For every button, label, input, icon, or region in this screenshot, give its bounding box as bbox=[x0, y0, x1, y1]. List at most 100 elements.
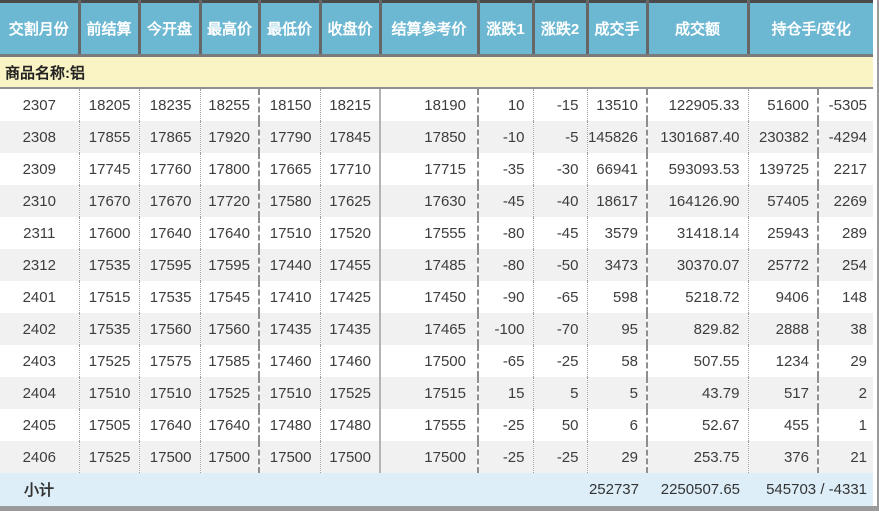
table-row: 2310 17670 17670 17720 17580 17625 17630 -45 -40… bbox=[0, 185, 874, 217]
subtotal-open-interest-change: 545703 / -4331 bbox=[748, 473, 874, 506]
table-body: 商品名称:铝 2307 18205 18235 18255 18150 18215 1819… bbox=[0, 55, 874, 473]
col-header-settle-ref: 结算参考价 bbox=[380, 1, 480, 57]
cell-low: 17665 bbox=[259, 153, 321, 185]
table-row: 2309 17745 17760 17800 17665 17710 17715 -35 -30… bbox=[0, 153, 874, 185]
cell-change2: -45 bbox=[533, 217, 588, 249]
cell-prev-settle: 18205 bbox=[79, 88, 140, 121]
cell-open: 17500 bbox=[139, 441, 201, 473]
cell-open: 17535 bbox=[139, 281, 201, 313]
cell-settle-ref: 17515 bbox=[380, 377, 479, 409]
cell-open: 17670 bbox=[139, 185, 201, 217]
cell-change2: -50 bbox=[533, 249, 588, 281]
cell-change2: -5 bbox=[533, 121, 588, 153]
futures-quotes-table: 交割月份 前结算 今开盘 最高价 最低价 收盘价 结算参考价 涨跌1 涨跌2 成… bbox=[0, 0, 874, 506]
cell-settle-ref: 18190 bbox=[380, 88, 479, 121]
cell-settle-ref: 17500 bbox=[380, 345, 479, 377]
cell-close: 17520 bbox=[320, 217, 381, 249]
cell-change2: -15 bbox=[533, 88, 588, 121]
cell-change1: -100 bbox=[478, 313, 534, 345]
cell-open: 17640 bbox=[139, 217, 201, 249]
cell-volume: 598 bbox=[587, 281, 648, 313]
cell-oi-change: 1 bbox=[818, 409, 874, 441]
cell-close: 17460 bbox=[320, 345, 381, 377]
cell-change1: -90 bbox=[478, 281, 534, 313]
cell-close: 17710 bbox=[320, 153, 381, 185]
table-row: 2402 17535 17560 17560 17435 17435 17465 -100 -7… bbox=[0, 313, 874, 345]
cell-prev-settle: 17525 bbox=[79, 441, 140, 473]
table-row: 2401 17515 17535 17545 17410 17425 17450 -90 -65… bbox=[0, 281, 874, 313]
table-row: 2311 17600 17640 17640 17510 17520 17555 -80 -45… bbox=[0, 217, 874, 249]
cell-change2: -25 bbox=[533, 345, 588, 377]
cell-open-interest: 139725 bbox=[748, 153, 819, 185]
cell-change1: -25 bbox=[478, 441, 534, 473]
cell-open-interest: 57405 bbox=[748, 185, 819, 217]
cell-low: 17480 bbox=[259, 409, 321, 441]
cell-turnover: 164126.90 bbox=[647, 185, 749, 217]
cell-change1: -80 bbox=[478, 249, 534, 281]
cell-prev-settle: 17535 bbox=[79, 249, 140, 281]
cell-change2: -40 bbox=[533, 185, 588, 217]
cell-change1: 15 bbox=[478, 377, 534, 409]
cell-low: 17510 bbox=[259, 377, 321, 409]
table-row: 2404 17510 17510 17525 17510 17525 17515 15 5 5 43… bbox=[0, 377, 874, 409]
cell-low: 17580 bbox=[259, 185, 321, 217]
panel-right-border bbox=[877, 0, 879, 511]
cell-high: 17640 bbox=[200, 217, 260, 249]
cell-settle-ref: 17555 bbox=[380, 217, 479, 249]
table-row: 2403 17525 17575 17585 17460 17460 17500 -65 -25… bbox=[0, 345, 874, 377]
cell-open: 17560 bbox=[139, 313, 201, 345]
cell-close: 17845 bbox=[320, 121, 381, 153]
cell-low: 17460 bbox=[259, 345, 321, 377]
cell-low: 18150 bbox=[259, 88, 321, 121]
cell-high: 17800 bbox=[200, 153, 260, 185]
cell-open: 17760 bbox=[139, 153, 201, 185]
product-name-label: 商品名称:铝 bbox=[0, 55, 874, 89]
cell-settle-ref: 17465 bbox=[380, 313, 479, 345]
col-header-prev-settle: 前结算 bbox=[79, 1, 141, 57]
cell-low: 17500 bbox=[259, 441, 321, 473]
cell-high: 17595 bbox=[200, 249, 260, 281]
cell-month: 2402 bbox=[0, 313, 80, 345]
cell-change2: 50 bbox=[533, 409, 588, 441]
cell-open-interest: 230382 bbox=[748, 121, 819, 153]
cell-open-interest: 25943 bbox=[748, 217, 819, 249]
cell-open: 17510 bbox=[139, 377, 201, 409]
cell-turnover: 30370.07 bbox=[647, 249, 749, 281]
subtotal-turnover: 2250507.65 bbox=[647, 473, 748, 506]
cell-low: 17510 bbox=[259, 217, 321, 249]
table-row: 2307 18205 18235 18255 18150 18215 18190 10 -15 1… bbox=[0, 88, 874, 121]
cell-high: 17585 bbox=[200, 345, 260, 377]
cell-change2: 5 bbox=[533, 377, 588, 409]
cell-month: 2308 bbox=[0, 121, 80, 153]
product-name-row: 商品名称:铝 bbox=[0, 55, 874, 89]
cell-month: 2406 bbox=[0, 441, 80, 473]
cell-month: 2311 bbox=[0, 217, 80, 249]
cell-open-interest: 2888 bbox=[748, 313, 819, 345]
cell-volume: 18617 bbox=[587, 185, 648, 217]
cell-high: 17920 bbox=[200, 121, 260, 153]
cell-month: 2312 bbox=[0, 249, 80, 281]
cell-open-interest: 517 bbox=[748, 377, 819, 409]
cell-month: 2310 bbox=[0, 185, 80, 217]
cell-close: 17625 bbox=[320, 185, 381, 217]
cell-high: 18255 bbox=[200, 88, 260, 121]
cell-high: 17560 bbox=[200, 313, 260, 345]
col-header-low: 最低价 bbox=[259, 1, 322, 57]
cell-prev-settle: 17745 bbox=[79, 153, 140, 185]
cell-volume: 29 bbox=[587, 441, 648, 473]
cell-low: 17440 bbox=[259, 249, 321, 281]
cell-change1: -80 bbox=[478, 217, 534, 249]
col-header-change2: 涨跌2 bbox=[533, 1, 589, 57]
cell-change1: -10 bbox=[478, 121, 534, 153]
cell-prev-settle: 17510 bbox=[79, 377, 140, 409]
cell-oi-change: 2217 bbox=[818, 153, 874, 185]
table-row: 2308 17855 17865 17920 17790 17845 17850 -10 -5 1… bbox=[0, 121, 874, 153]
cell-oi-change: 29 bbox=[818, 345, 874, 377]
cell-change1: -65 bbox=[478, 345, 534, 377]
cell-volume: 58 bbox=[587, 345, 648, 377]
cell-open: 17865 bbox=[139, 121, 201, 153]
cell-oi-change: -5305 bbox=[818, 88, 874, 121]
cell-volume: 6 bbox=[587, 409, 648, 441]
cell-turnover: 593093.53 bbox=[647, 153, 749, 185]
col-header-open: 今开盘 bbox=[139, 1, 202, 57]
